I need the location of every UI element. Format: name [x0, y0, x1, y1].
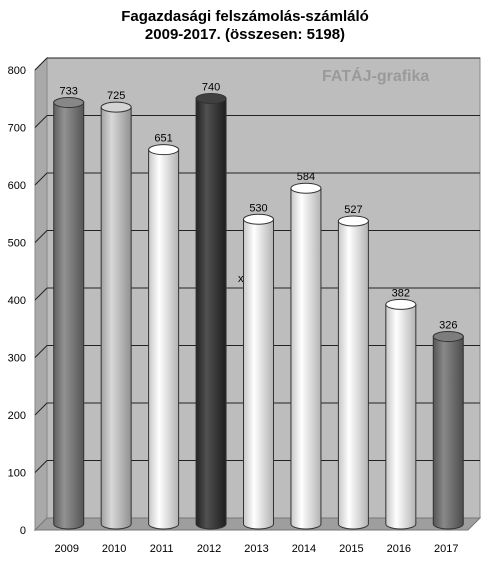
bar-body — [148, 149, 180, 530]
bar-2015: 527 — [337, 204, 369, 530]
bar-cap — [148, 144, 180, 156]
chart-title: Fagazdasági felszámolás-számláló — [121, 8, 369, 25]
bar-body — [337, 220, 369, 530]
gridline-diagonal — [34, 230, 48, 243]
data-label: 527 — [344, 204, 362, 216]
bar-2012: 740 — [195, 82, 227, 530]
y-tick-label: 400 — [8, 295, 26, 307]
data-label: 382 — [392, 287, 410, 299]
x-tick-label: 2013 — [244, 543, 268, 555]
data-label: 733 — [60, 86, 78, 98]
gridline-diagonal — [34, 460, 48, 473]
gridline-diagonal — [34, 287, 48, 301]
bar-cap — [290, 182, 322, 194]
bar-body — [100, 106, 132, 530]
data-label: 530 — [249, 202, 267, 214]
x-tick-label: 2011 — [150, 543, 174, 555]
x-tick-label: 2015 — [339, 543, 363, 555]
gridline-diagonal — [34, 57, 48, 71]
bar-body — [290, 187, 322, 530]
x-tick-label: 2012 — [197, 543, 221, 555]
bar-body — [53, 102, 85, 530]
y-tick-label: 0 — [20, 525, 26, 537]
y-tick-label: 300 — [8, 353, 26, 365]
y-tick-label: 100 — [8, 468, 26, 480]
bar-2013: 530 — [243, 202, 274, 530]
bar-body — [432, 336, 464, 530]
data-label: 740 — [202, 82, 220, 94]
bar-2011: 651 — [148, 133, 180, 530]
bars: 733 725 651 740 530 584 527 382 326 — [53, 82, 464, 530]
bar-2010: 725 — [100, 90, 132, 530]
data-label: 651 — [154, 133, 172, 145]
y-tick-label: 800 — [8, 65, 26, 77]
bar-cap — [53, 97, 85, 109]
bar-2009: 733 — [53, 86, 85, 530]
data-label: 725 — [107, 90, 125, 102]
x-tick-label: 2017 — [434, 543, 458, 555]
data-label: 584 — [297, 171, 315, 183]
chart-subtitle: 2009-2017. (összesen: 5198) — [144, 26, 346, 43]
y-tick-label: 200 — [8, 410, 26, 422]
bar-cap — [195, 93, 227, 104]
bar-2016: 382 — [385, 287, 417, 530]
y-tick-label: 500 — [8, 238, 26, 250]
y-tick-label: 600 — [8, 180, 26, 192]
bar-cap — [432, 331, 464, 343]
data-label: 326 — [439, 320, 457, 332]
x-tick-label: 2014 — [292, 543, 316, 555]
bar-cap — [243, 213, 274, 225]
bar-2014: 584 — [290, 171, 322, 530]
watermark-label: FATÁJ-grafika — [322, 66, 429, 85]
bar-body — [243, 218, 274, 530]
y-tick-label: 700 — [8, 123, 26, 135]
x-tick-label: 2010 — [102, 543, 126, 555]
x-tick-label: 2009 — [54, 543, 78, 555]
bar-cap — [385, 298, 417, 310]
bar-cap — [337, 215, 369, 227]
gridline-diagonal — [34, 345, 48, 358]
bar-2017: 326 — [432, 320, 464, 530]
gridline-diagonal — [34, 172, 48, 186]
gridline-diagonal — [34, 115, 48, 128]
x-tick-label: 2016 — [387, 543, 411, 555]
bar-body — [385, 303, 417, 530]
y-axis-ticks: 0 100 200 300 400 500 600 700 800 — [8, 65, 26, 537]
x-axis-ticks: 2009 2010 2011 2012 2013 2014 2015 2016 2017 — [54, 543, 458, 555]
gridline-diagonal — [34, 402, 48, 416]
chart-title-block: Fagazdasági felszámolás-számláló 2009-20… — [0, 8, 490, 44]
stray-mark: x — [238, 273, 244, 285]
bar-cap — [100, 101, 132, 113]
bar-body — [195, 98, 227, 530]
